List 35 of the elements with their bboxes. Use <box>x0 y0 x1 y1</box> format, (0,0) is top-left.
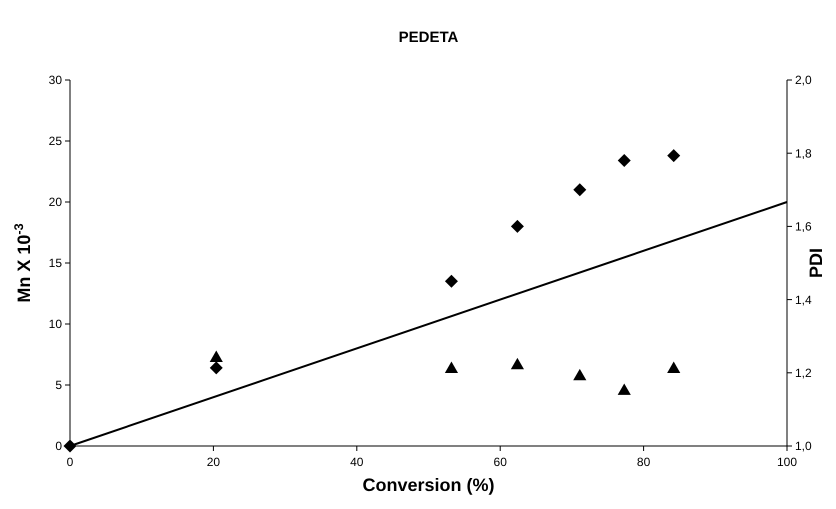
x-tick-label: 40 <box>350 455 364 469</box>
point <box>64 440 76 452</box>
y-tick-label: 25 <box>48 134 62 148</box>
point <box>618 384 631 395</box>
point <box>667 149 680 162</box>
y2-tick-label: 2,0 <box>795 73 812 88</box>
y2-tick-label: 1,8 <box>795 146 812 160</box>
point <box>573 183 586 196</box>
x-tick-label: 0 <box>66 455 74 469</box>
y2-tick-label: 1,2 <box>795 366 812 380</box>
x-tick-label: 20 <box>206 455 220 469</box>
point <box>210 350 223 362</box>
point <box>444 362 458 373</box>
chart-title: PEDETA <box>398 29 459 46</box>
x-tick-label: 100 <box>776 455 798 469</box>
y2-tick-label: 1,6 <box>795 220 812 234</box>
y-tick-label: 30 <box>48 73 62 88</box>
y2-tick-label: 1,4 <box>795 292 812 307</box>
point <box>667 362 680 373</box>
y2-tick-label: 1,0 <box>795 439 812 454</box>
point <box>444 274 458 288</box>
x-tick-label: 60 <box>494 455 508 469</box>
y-tick-label: 5 <box>55 378 62 392</box>
y-tick-label: 0 <box>55 439 62 454</box>
point <box>510 358 524 370</box>
y-tick-label: 20 <box>48 195 62 210</box>
x-axis-title: Conversion (%) <box>362 475 495 495</box>
point <box>510 220 524 233</box>
x-tick-label: 80 <box>636 455 651 469</box>
point <box>573 368 586 380</box>
point <box>618 154 631 168</box>
point <box>210 361 223 374</box>
y-tick-label: 10 <box>48 317 62 332</box>
y-tick-label: 15 <box>48 256 62 270</box>
y2-axis-title: PDI <box>806 248 826 278</box>
